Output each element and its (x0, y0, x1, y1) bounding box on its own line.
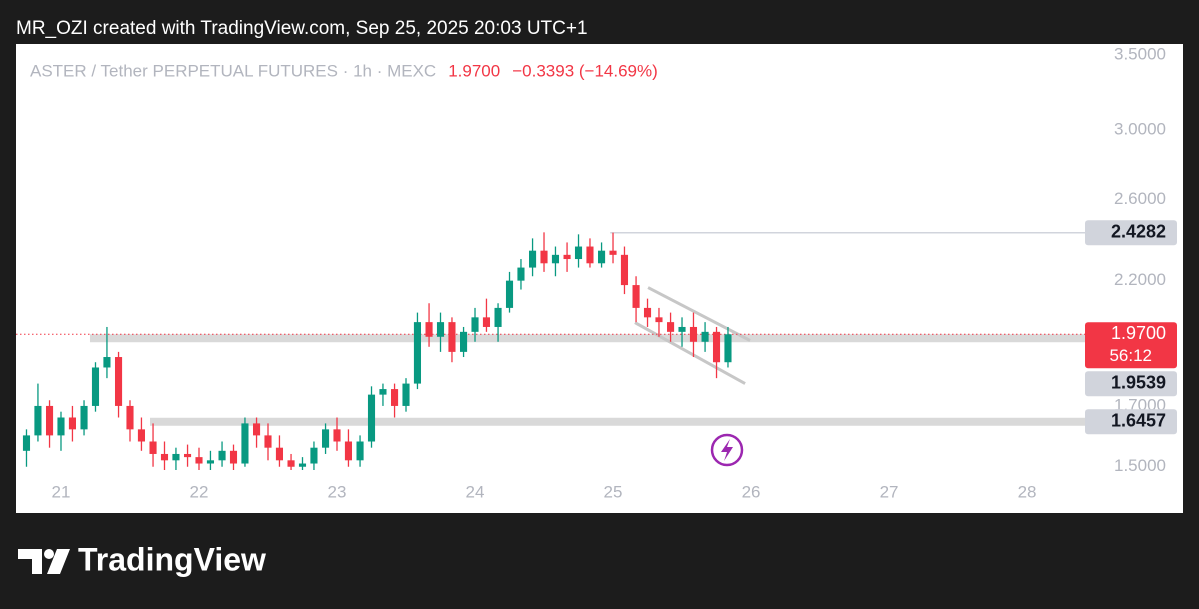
y-tick-label: 2.6000 (1114, 189, 1166, 208)
candle-body (517, 267, 525, 281)
symbol-legend: ASTER / Tether PERPETUAL FUTURES · 1h · … (30, 61, 436, 80)
candle-body (712, 331, 721, 363)
candle-body (103, 357, 111, 368)
candle-body (413, 322, 422, 384)
candle-body (620, 254, 629, 286)
candle-body (471, 317, 479, 332)
candle-body (298, 463, 307, 467)
level-label: 2.4282 (1111, 221, 1166, 241)
candle-body (229, 450, 238, 464)
candle-body (183, 453, 192, 458)
candle-body (632, 285, 640, 308)
candle-body (344, 441, 353, 461)
candle-body (160, 453, 169, 461)
candle-body (68, 417, 76, 430)
candle-body (391, 389, 399, 406)
candle-body (402, 383, 410, 406)
x-tick-label: 28 (1018, 482, 1037, 501)
candle-body (724, 334, 732, 363)
candle-body (482, 317, 491, 327)
candle-body (91, 367, 100, 406)
candle-body (126, 405, 134, 430)
candle-body (574, 246, 583, 260)
candle-body (34, 405, 42, 436)
plot-area (16, 231, 1085, 470)
candle-body (689, 326, 698, 342)
level-label: 1.6457 (1111, 410, 1166, 430)
alert-icon[interactable] (710, 433, 744, 467)
countdown-label: 56:12 (1109, 346, 1152, 365)
candle-body (655, 317, 663, 323)
candle-body (149, 441, 157, 454)
candle-body (678, 326, 686, 332)
x-tick-label: 22 (190, 482, 209, 501)
candle-body (701, 331, 709, 342)
candle-body (114, 357, 123, 406)
candle-body (529, 250, 537, 268)
candle-body (264, 435, 272, 448)
candle-body (367, 394, 376, 442)
candle-body (310, 447, 318, 464)
candle-body (80, 405, 88, 430)
candle-body (643, 307, 652, 318)
candle-body (252, 423, 261, 436)
candle-body (218, 450, 226, 461)
y-tick-label: 3.5000 (1114, 45, 1166, 64)
candle-body (45, 405, 54, 436)
brand-name: TradingView (78, 541, 266, 577)
candle-body (57, 417, 65, 436)
x-tick-label: 26 (742, 482, 761, 501)
candle-body (241, 423, 249, 464)
x-tick-label: 27 (880, 482, 899, 501)
last-price-legend: 1.9700 (448, 61, 500, 80)
x-tick-label: 24 (466, 482, 485, 501)
candle-body (563, 254, 571, 260)
candle-body (195, 457, 203, 464)
y-tick-label: 2.2000 (1114, 270, 1166, 289)
level-box (1085, 371, 1177, 397)
x-tick-label: 23 (328, 482, 347, 501)
chart-panel (16, 44, 1183, 513)
level-label: 1.9539 (1111, 373, 1166, 393)
candle-body (22, 435, 31, 451)
candle-body (667, 322, 675, 332)
x-tick-label: 25 (604, 482, 623, 501)
level-box (1085, 220, 1177, 246)
channel-line (634, 321, 746, 385)
candle-body (275, 447, 284, 461)
candle-body (540, 250, 548, 264)
channel-line (647, 286, 751, 342)
candle-body (287, 460, 295, 467)
candle-body (494, 307, 502, 327)
candle-body (425, 322, 433, 337)
candle-body (609, 250, 617, 255)
last-price-box (1085, 322, 1177, 369)
level-box (1085, 409, 1177, 435)
candle-body (505, 280, 514, 308)
candle-body (460, 331, 468, 352)
candle-body (172, 453, 180, 461)
candle-body (448, 322, 456, 352)
last-price-label: 1.9700 (1111, 323, 1166, 343)
candle-body (206, 460, 215, 464)
candle-body (321, 429, 330, 448)
candle-body (356, 441, 364, 461)
brand-logo (18, 549, 70, 574)
header-text: MR_OZI created with TradingView.com, Sep… (16, 18, 588, 39)
candle-body (551, 254, 560, 264)
change-legend: −0.3393 (−14.69%) (512, 61, 658, 80)
candle-body (137, 429, 145, 442)
candle-body (333, 429, 341, 442)
x-tick-label: 21 (52, 482, 71, 501)
candle-body (436, 322, 445, 337)
y-tick-label: 3.0000 (1114, 119, 1166, 138)
y-tick-label: 1.5000 (1114, 456, 1166, 475)
candle-body (379, 389, 387, 395)
candle-body (586, 246, 594, 264)
candle-body (598, 250, 606, 264)
